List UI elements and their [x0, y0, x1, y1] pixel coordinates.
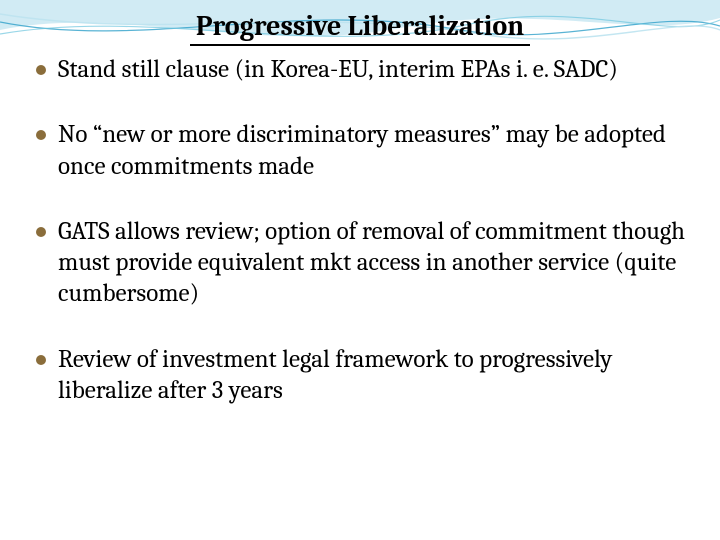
- list-item: GATS allows review; option of removal of…: [30, 216, 690, 310]
- list-item: Stand still clause (in Korea-EU, interim…: [30, 54, 690, 85]
- slide-title: Progressive Liberalization: [0, 10, 720, 46]
- list-item: Review of investment legal framework to …: [30, 344, 690, 407]
- list-item: No “new or more discriminatory measures”…: [30, 119, 690, 182]
- slide: Progressive Liberalization Stand still c…: [0, 0, 720, 540]
- slide-content: Stand still clause (in Korea-EU, interim…: [30, 54, 690, 440]
- bullet-list: Stand still clause (in Korea-EU, interim…: [30, 54, 690, 406]
